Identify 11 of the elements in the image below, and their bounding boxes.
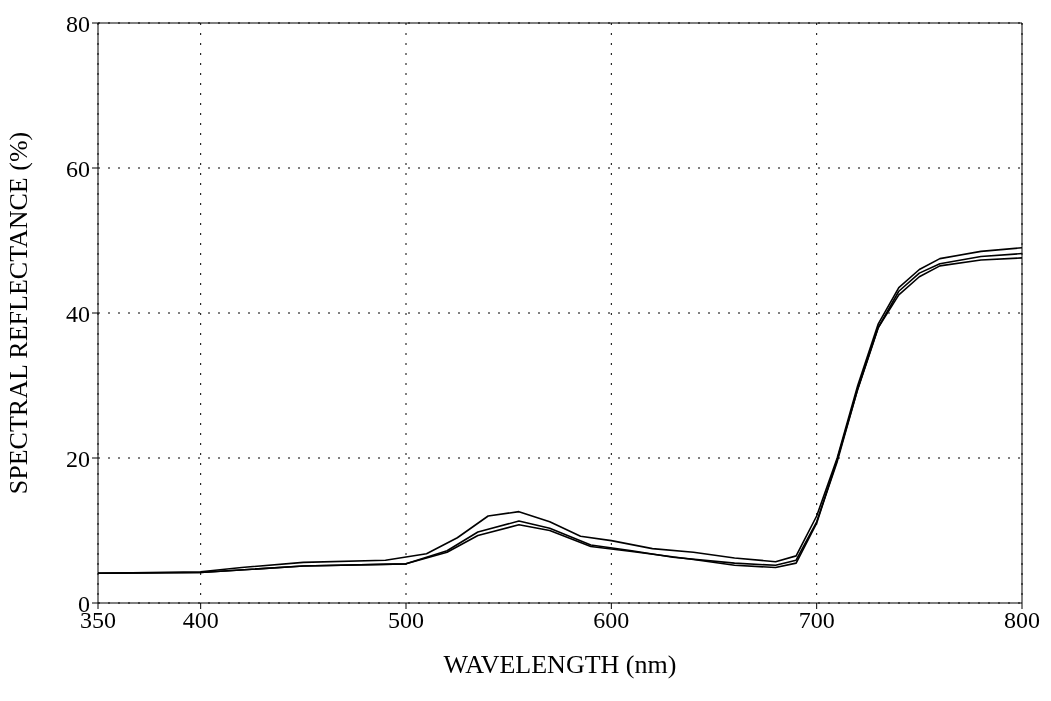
y-tick-label: 40 [66,300,90,327]
y-tick-label: 60 [66,155,90,182]
y-axis-title: SPECTRAL REFLECTANCE (%) [4,131,34,495]
y-tick-label: 20 [66,445,90,472]
x-tick-label: 500 [388,607,424,634]
x-tick-label: 800 [1004,607,1040,634]
x-axis-title: WAVELENGTH (nm) [443,650,677,679]
x-tick-label: 700 [798,607,835,634]
x-tick-label: 600 [593,607,630,634]
x-tick-label: 400 [182,607,219,634]
y-tick-label: 80 [66,10,90,37]
